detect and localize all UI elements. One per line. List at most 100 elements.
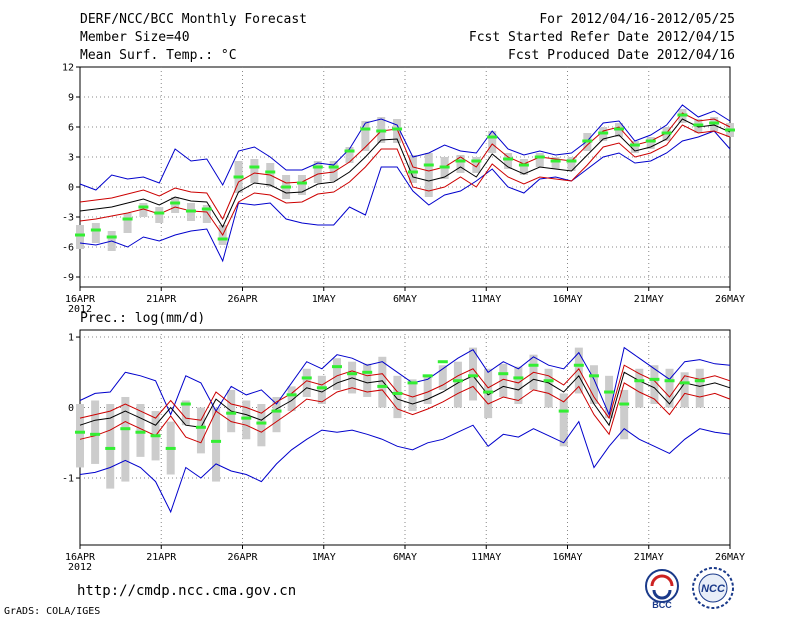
ensemble-box xyxy=(680,372,689,408)
series-max-line xyxy=(79,346,731,417)
obs-marker xyxy=(271,409,282,413)
obs-marker xyxy=(452,379,463,383)
y-tick-label: -9 xyxy=(62,273,74,284)
ensemble-box xyxy=(202,205,211,223)
series-max-line xyxy=(79,104,731,191)
ensemble-box xyxy=(91,400,100,464)
x-tick-label: 21APR xyxy=(146,294,177,305)
ensemble-box xyxy=(424,153,433,197)
ensemble-box xyxy=(378,356,387,408)
ncc-logo: NCC xyxy=(692,567,734,609)
obs-marker xyxy=(360,127,371,131)
ensemble-box xyxy=(650,365,659,405)
x-tick-label: 26APR xyxy=(227,294,258,305)
obs-marker xyxy=(619,402,630,406)
obs-marker xyxy=(301,376,312,380)
obs-marker xyxy=(122,217,133,221)
obs-marker xyxy=(233,175,244,179)
obs-marker xyxy=(154,211,165,215)
ensemble-box xyxy=(469,347,478,401)
grads-credit: GrADS: COLA/IGES xyxy=(4,606,101,617)
x-tick-label: 16APR xyxy=(65,294,96,305)
obs-marker xyxy=(75,233,85,237)
obs-marker xyxy=(256,421,267,425)
obs-marker xyxy=(573,363,584,367)
ensemble-box xyxy=(332,358,341,390)
obs-marker xyxy=(661,131,672,135)
obs-marker xyxy=(286,393,297,397)
obs-marker xyxy=(316,386,327,390)
obs-marker xyxy=(211,439,222,443)
ensemble-box xyxy=(123,213,132,233)
ensemble-box xyxy=(139,203,148,217)
ensemble-box xyxy=(438,365,447,390)
x-tick-label: 11MAY xyxy=(471,294,501,305)
ensemble-box xyxy=(181,400,190,426)
obs-marker xyxy=(725,128,735,132)
obs-marker xyxy=(362,370,373,374)
obs-marker xyxy=(312,165,323,169)
obs-marker xyxy=(75,430,85,434)
obs-marker xyxy=(265,170,276,174)
obs-marker xyxy=(120,427,131,431)
obs-marker xyxy=(331,365,342,369)
y-tick-label: -6 xyxy=(62,243,74,254)
obs-marker xyxy=(471,159,482,163)
obs-marker xyxy=(377,384,388,388)
obs-marker xyxy=(614,127,625,131)
x-tick-label: 1MAY xyxy=(312,552,336,563)
obs-marker xyxy=(439,165,450,169)
ensemble-box xyxy=(620,389,629,440)
ensemble-box xyxy=(242,400,251,440)
series-lower-line xyxy=(79,382,731,444)
x-tick-label: 21APR xyxy=(146,552,177,563)
obs-marker xyxy=(582,139,593,143)
ensemble-box xyxy=(136,404,145,457)
prec-variable-label: Prec.: log(mm/d) xyxy=(80,311,206,326)
obs-marker xyxy=(550,159,561,163)
obs-marker xyxy=(328,165,339,169)
x-tick-label: 6MAY xyxy=(393,552,417,563)
obs-marker xyxy=(376,129,387,133)
obs-marker xyxy=(588,374,599,378)
obs-marker xyxy=(598,131,609,135)
refer-date: Fcst Started Refer Date 2012/04/15 xyxy=(468,30,735,45)
obs-marker xyxy=(528,363,539,367)
obs-marker xyxy=(677,113,688,117)
obs-marker xyxy=(664,379,675,383)
ensemble-box xyxy=(91,223,100,243)
ensemble-box xyxy=(393,119,402,143)
obs-marker xyxy=(629,143,640,147)
x-tick-label: 16MAY xyxy=(552,294,582,305)
obs-marker xyxy=(645,139,656,143)
x-tick-label: 21MAY xyxy=(634,552,664,563)
y-tick-label: 0 xyxy=(68,183,74,194)
obs-marker xyxy=(566,159,577,163)
obs-marker xyxy=(281,185,292,189)
y-tick-label: 1 xyxy=(68,333,74,344)
obs-marker xyxy=(226,411,237,415)
x-tick-label: 1MAY xyxy=(312,294,336,305)
series-upper-line xyxy=(79,364,731,421)
series-mean-line xyxy=(79,118,731,229)
y-tick-label: -3 xyxy=(62,213,74,224)
ensemble-box xyxy=(574,347,583,394)
ncc-logo-text: NCC xyxy=(701,583,726,595)
x-year-label: 2012 xyxy=(68,562,92,573)
y-tick-label: 6 xyxy=(68,123,74,134)
obs-marker xyxy=(347,372,358,376)
ensemble-box xyxy=(423,375,432,405)
ensemble-box xyxy=(605,375,614,419)
ensemble-box xyxy=(695,368,704,408)
ensemble-box xyxy=(155,207,164,223)
obs-marker xyxy=(344,149,355,153)
series-min-line xyxy=(79,420,731,514)
series-min-line xyxy=(79,130,731,263)
website-url[interactable]: http://cmdp.ncc.cma.gov.cn xyxy=(77,583,297,599)
x-tick-label: 26MAY xyxy=(715,294,745,305)
ensemble-box xyxy=(408,379,417,412)
obs-marker xyxy=(217,237,228,241)
x-tick-label: 16APR xyxy=(65,552,96,563)
